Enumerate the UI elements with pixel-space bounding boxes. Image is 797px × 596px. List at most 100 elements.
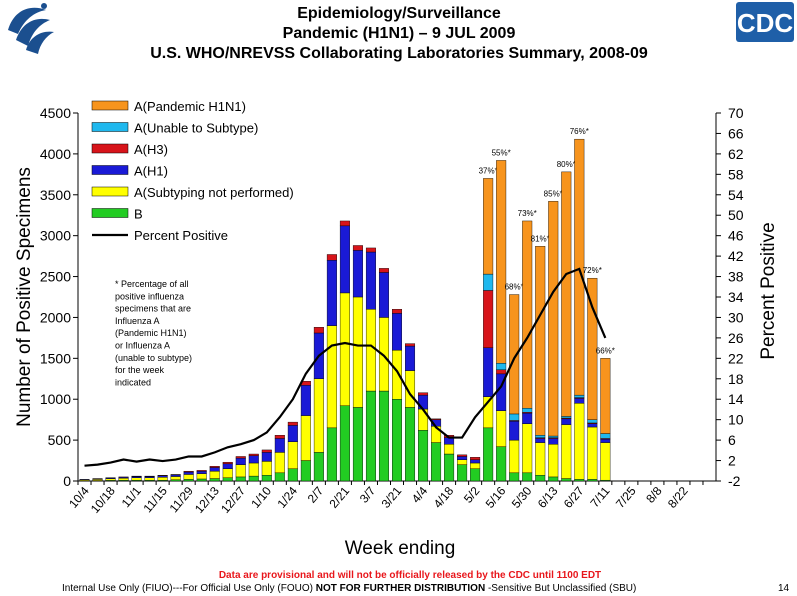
legend-swatch bbox=[91, 165, 129, 175]
bar-segment bbox=[587, 277, 598, 420]
bar-segment bbox=[222, 477, 233, 482]
y2-tick-label: -2 bbox=[728, 473, 741, 489]
bar-label: 80%* bbox=[557, 160, 576, 169]
y-tick-label: 500 bbox=[48, 432, 72, 448]
bar-segment bbox=[352, 407, 363, 482]
bar-segment bbox=[483, 347, 494, 397]
bar-segment bbox=[561, 416, 572, 419]
bar-segment bbox=[405, 407, 416, 482]
bar-segment bbox=[496, 410, 507, 447]
y2-tick-label: 10 bbox=[728, 412, 744, 428]
bar-segment bbox=[561, 424, 572, 479]
bar-segment bbox=[522, 412, 533, 424]
cdc-logo-bg bbox=[736, 2, 794, 42]
y2-tick-label: 50 bbox=[728, 207, 744, 223]
bar-segment bbox=[522, 423, 533, 474]
bar-segment bbox=[118, 477, 129, 481]
page-number: 14 bbox=[778, 583, 790, 594]
bar-segment bbox=[535, 442, 546, 476]
bar-segment bbox=[352, 296, 363, 408]
bar-segment bbox=[209, 478, 220, 482]
bar-segment bbox=[209, 467, 220, 472]
x-tick-label: 4/18 bbox=[431, 484, 457, 511]
cdc-logo-text: CDC bbox=[737, 8, 794, 38]
y2-axis-title: Percent Positive bbox=[758, 222, 779, 359]
bar-segment bbox=[392, 349, 403, 400]
bar-segment bbox=[326, 427, 337, 482]
y-tick-label: 2000 bbox=[40, 309, 71, 325]
y2-tick-label: 14 bbox=[728, 391, 744, 407]
bar-segment bbox=[496, 369, 507, 375]
percent-line bbox=[84, 267, 607, 467]
bar-segment bbox=[261, 461, 272, 476]
bar-segment bbox=[248, 453, 259, 456]
x-tick-label: 5/2 bbox=[461, 484, 483, 506]
bar-segment bbox=[326, 254, 337, 261]
x-tick-label: 7/11 bbox=[587, 484, 612, 510]
legend-swatch bbox=[91, 208, 129, 218]
x-tick-label: 11/29 bbox=[167, 484, 197, 516]
legend-swatch bbox=[91, 186, 129, 197]
bar-segment bbox=[274, 438, 285, 453]
y2-tick-label: 70 bbox=[728, 105, 744, 121]
bar-segment bbox=[600, 433, 611, 439]
bar-segment bbox=[496, 363, 507, 370]
bar-segment bbox=[561, 171, 572, 417]
bar-segment bbox=[483, 427, 494, 482]
note-line: positive influenza bbox=[115, 291, 184, 301]
bar-segment bbox=[522, 472, 533, 482]
bar-segment bbox=[431, 442, 442, 482]
x-tick-label: 5/30 bbox=[509, 484, 535, 511]
bar-segment bbox=[470, 457, 481, 460]
bar-segment bbox=[287, 425, 298, 442]
bar-label: 55%* bbox=[492, 148, 511, 157]
bar-segment bbox=[405, 345, 416, 371]
x-tick-label: 8/8 bbox=[643, 484, 665, 506]
bar-segment bbox=[483, 178, 494, 275]
bar-segment bbox=[170, 474, 181, 477]
bar-segment bbox=[587, 426, 598, 480]
x-tick-label: 2/7 bbox=[305, 484, 327, 506]
bar-segment bbox=[431, 418, 442, 420]
y2-tick-label: 54 bbox=[728, 187, 744, 203]
bar-segment bbox=[535, 435, 546, 438]
bar-segment bbox=[548, 444, 559, 478]
bar-segment bbox=[300, 460, 311, 482]
y2-tick-label: 30 bbox=[728, 309, 744, 325]
note-line: (unable to subtype) bbox=[115, 353, 192, 363]
title-line: Pandemic (H1N1) – 9 JUL 2009 bbox=[283, 25, 516, 42]
y2-tick-label: 58 bbox=[728, 166, 744, 182]
bar-segment bbox=[105, 478, 116, 481]
bar-segment bbox=[457, 459, 468, 465]
x-tick-label: 6/27 bbox=[561, 484, 587, 511]
x-tick-label: 1/24 bbox=[274, 484, 300, 511]
provisional-notice: Data are provisional and will not be off… bbox=[219, 570, 601, 581]
bar-segment bbox=[222, 463, 233, 469]
bar-segment bbox=[274, 452, 285, 474]
bar-segment bbox=[365, 309, 376, 392]
legend-label: A(Unable to Subtype) bbox=[134, 121, 258, 136]
bar-segment bbox=[574, 138, 585, 396]
bar-segment bbox=[248, 475, 259, 482]
x-axis-title: Week ending bbox=[345, 538, 456, 559]
hhs-logo bbox=[8, 3, 54, 54]
bar-segment bbox=[378, 390, 389, 482]
plot: 050010001500200025003000350040004500-226… bbox=[40, 99, 744, 516]
bar-segment bbox=[248, 455, 259, 464]
bar-label: 81%* bbox=[531, 234, 550, 243]
x-tick-label: 4/4 bbox=[409, 484, 431, 506]
bar-segment bbox=[561, 418, 572, 425]
note-line: indicated bbox=[115, 377, 151, 387]
y-tick-label: 1000 bbox=[40, 391, 71, 407]
bar-segment bbox=[509, 413, 520, 421]
bar-segment bbox=[352, 245, 363, 251]
bar-segment bbox=[509, 294, 520, 415]
x-tick-label: 1/10 bbox=[248, 484, 274, 511]
note-line: (Pandemic H1N1) bbox=[115, 328, 187, 338]
bar-segment bbox=[157, 477, 168, 481]
bar-segment bbox=[183, 470, 194, 473]
bar-segment bbox=[535, 246, 546, 436]
bar-segment bbox=[509, 472, 520, 482]
cdc-logo: CDC bbox=[736, 2, 794, 42]
